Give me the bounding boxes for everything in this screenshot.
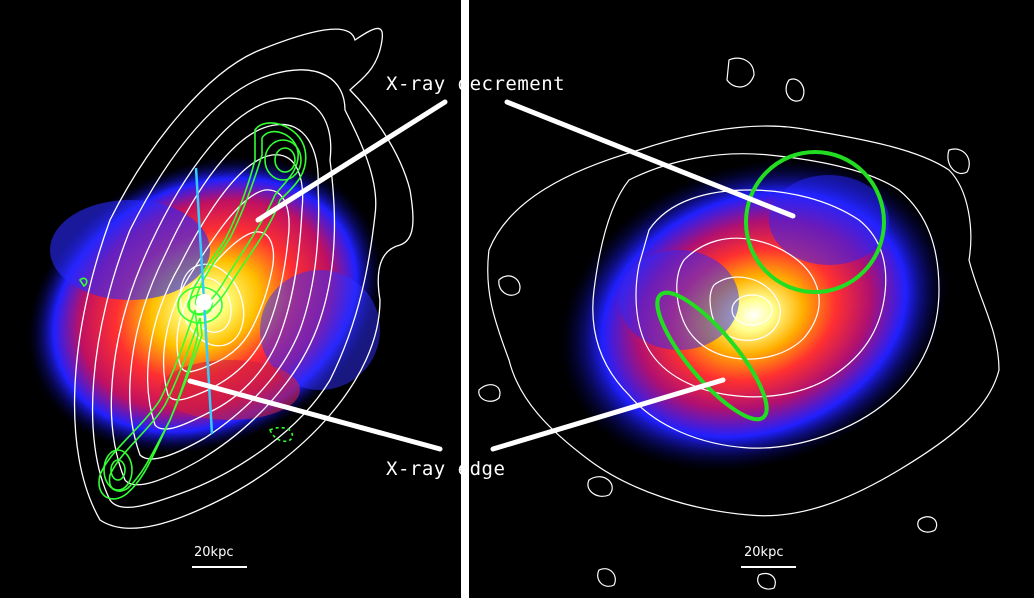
pointer-decrement-right: [504, 99, 796, 219]
pointer-decrement-left: [255, 99, 448, 223]
label-xray-edge: X-ray edge: [386, 458, 506, 480]
scale-bar-left: [192, 566, 247, 568]
scale-label-right: 20kpc: [744, 545, 784, 560]
nucleus-marker: [196, 294, 212, 310]
label-xray-decrement: X-ray decrement: [386, 73, 566, 95]
radio-contours-left: [78, 122, 307, 500]
panel-divider: [461, 0, 469, 598]
pointer-edge-left: [187, 378, 443, 452]
white-contours-right: [478, 57, 1000, 590]
white-contours-left: [73, 27, 414, 529]
scale-label-left: 20kpc: [194, 545, 234, 560]
pointer-edge-right: [490, 377, 726, 452]
xray-map-left: [27, 27, 448, 529]
scale-bar-right: [741, 566, 796, 568]
highlighted-regions-right: [655, 150, 886, 422]
xray-map-right: [478, 57, 1000, 590]
decrement-region-circle: [744, 150, 886, 294]
xray-image-right-panel: [469, 0, 1034, 598]
edge-region-ellipse: [655, 290, 769, 422]
xray-image-left-panel: [0, 0, 461, 598]
